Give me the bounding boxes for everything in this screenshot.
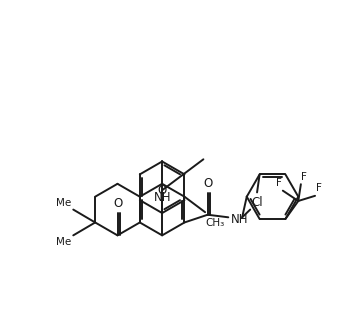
Text: O: O — [158, 184, 167, 197]
Text: F: F — [301, 172, 307, 182]
Text: NH: NH — [231, 213, 249, 226]
Text: Cl: Cl — [251, 196, 263, 209]
Text: F: F — [315, 183, 321, 193]
Text: O: O — [113, 197, 122, 211]
Text: O: O — [203, 177, 212, 190]
Text: F: F — [276, 178, 282, 188]
Text: NH: NH — [153, 191, 171, 204]
Text: Me: Me — [55, 198, 71, 208]
Text: Me: Me — [55, 237, 71, 247]
Text: CH₃: CH₃ — [205, 218, 225, 228]
